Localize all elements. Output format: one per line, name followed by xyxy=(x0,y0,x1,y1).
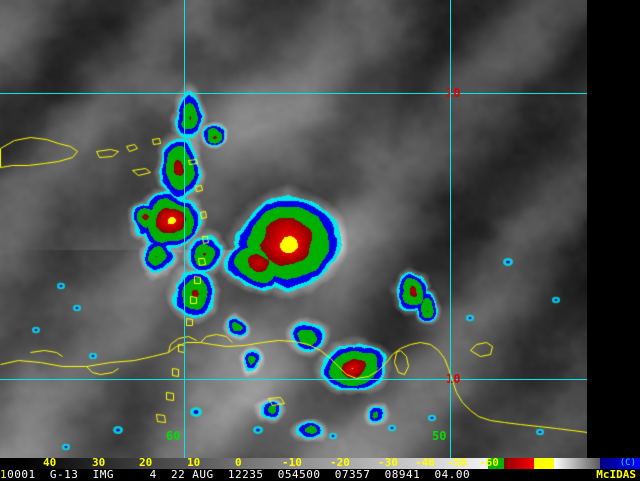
no-data-band xyxy=(587,0,640,458)
color-scale-tick-label: -50 xyxy=(447,456,467,469)
color-scale-segment xyxy=(600,458,640,469)
info-panel: 40 30 20 10 0 -10 -20 -30 -40 -50 -60 (C) 10001 G-… xyxy=(0,456,640,481)
color-scale-segment xyxy=(554,458,600,469)
color-scale-tick-label: 0 xyxy=(235,456,242,469)
image-info-text: 0001 G-13 IMG 4 22 AUG 12235 054500 0735… xyxy=(7,468,471,481)
color-scale-segment xyxy=(488,458,504,469)
color-scale-tick-label: -60 xyxy=(479,456,499,469)
latitude-label: 20 xyxy=(446,86,461,100)
longitude-label: 50 xyxy=(432,429,447,443)
satellite-image-canvas[interactable] xyxy=(0,0,640,458)
latitude-label: 10 xyxy=(446,372,461,386)
color-scale-tick-label: -40 xyxy=(415,456,435,469)
color-scale-bar[interactable] xyxy=(0,458,640,469)
units-label: (C) xyxy=(619,458,636,468)
color-scale-tick-label: -10 xyxy=(282,456,302,469)
satellite-image-view[interactable]: 20 10 60 50 xyxy=(0,0,640,458)
color-scale-segment xyxy=(0,458,22,469)
latitude-gridline xyxy=(0,93,587,94)
color-scale-tick-label: -30 xyxy=(378,456,398,469)
mcidas-brand-label: McIDAS xyxy=(596,468,636,481)
longitude-gridline xyxy=(450,0,451,458)
color-scale-tick-label: 20 xyxy=(139,456,153,469)
color-scale-tick-label: 10 xyxy=(187,456,201,469)
color-scale-segment xyxy=(504,458,534,469)
color-scale-tick-label: 40 xyxy=(43,456,57,469)
latitude-gridline xyxy=(0,379,587,380)
color-scale-segment xyxy=(22,458,488,469)
color-scale-segment xyxy=(534,458,554,469)
image-info-line: 10001 G-13 IMG 4 22 AUG 12235 054500 073… xyxy=(0,469,640,480)
color-scale-tick-label: 30 xyxy=(92,456,106,469)
color-scale-tick-label: -20 xyxy=(330,456,350,469)
longitude-label: 60 xyxy=(166,429,181,443)
area-id-prefix: 1 xyxy=(0,468,8,481)
longitude-gridline xyxy=(184,0,185,458)
